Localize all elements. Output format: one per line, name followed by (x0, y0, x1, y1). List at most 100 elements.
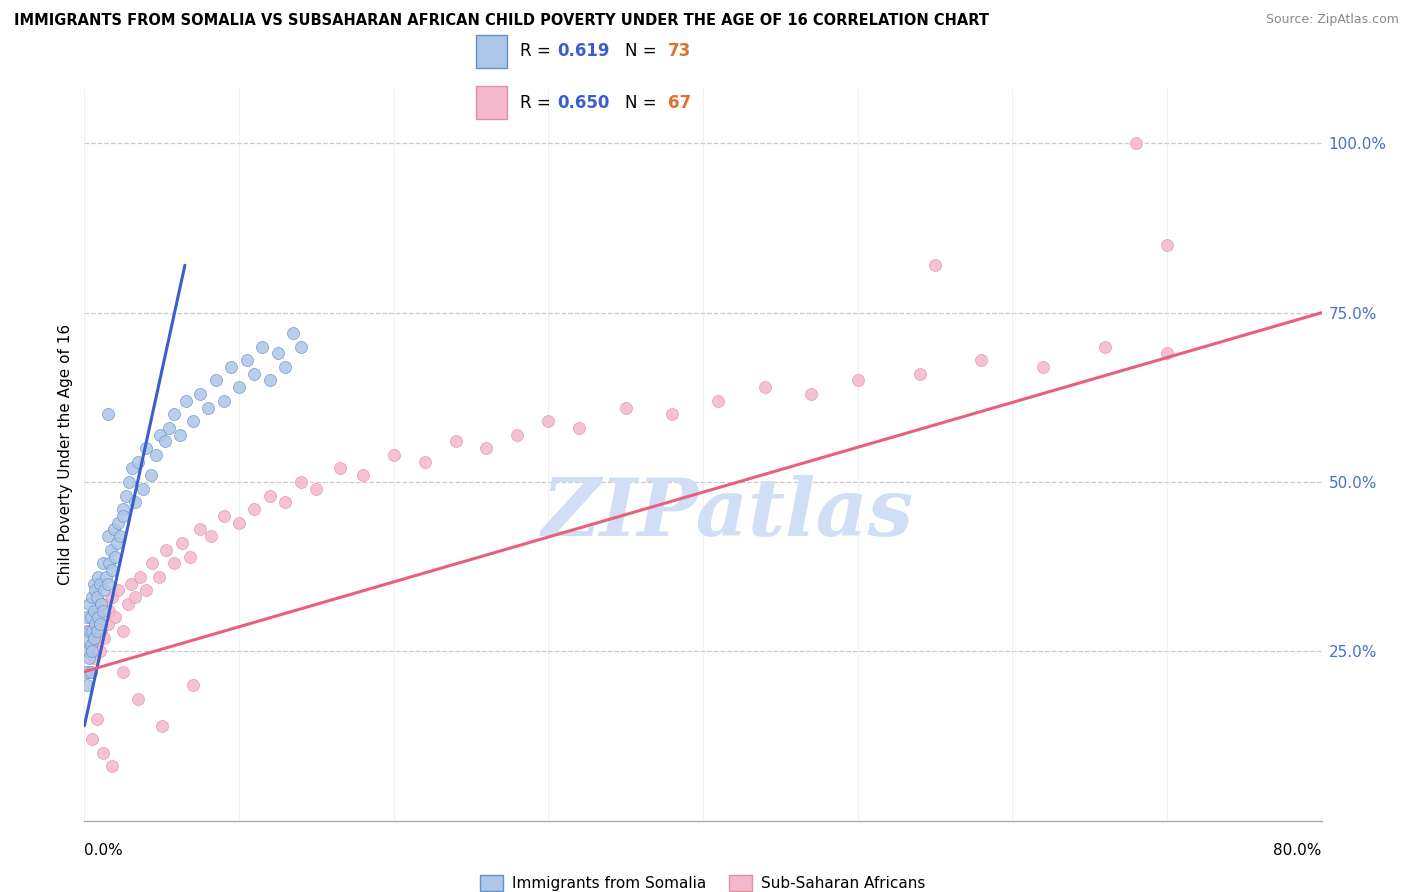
Point (112, 508, 135, 523)
Point (121, 461, 143, 475)
Point (150, 719, 173, 733)
Point (1156, 346, 1178, 360)
Point (188, 387, 211, 401)
Point (328, 461, 352, 475)
Point (82, 624, 104, 638)
Point (243, 502, 266, 516)
Point (970, 353, 993, 368)
Point (413, 455, 436, 469)
Point (141, 556, 163, 570)
Point (93, 583, 115, 598)
Point (197, 401, 219, 415)
Text: IMMIGRANTS FROM SOMALIA VS SUBSAHARAN AFRICAN CHILD POVERTY UNDER THE AGE OF 16 : IMMIGRANTS FROM SOMALIA VS SUBSAHARAN AF… (14, 13, 988, 29)
Point (169, 427, 191, 442)
Point (75, 644, 97, 658)
Point (96, 529, 118, 543)
Point (96, 407, 118, 421)
Point (155, 542, 177, 557)
Point (108, 529, 131, 543)
Point (135, 583, 157, 598)
Point (228, 516, 250, 530)
Point (83, 604, 105, 618)
Point (281, 326, 305, 340)
Point (83, 631, 105, 645)
Point (77, 651, 100, 665)
Text: R =: R = (520, 94, 555, 112)
Legend: Immigrants from Somalia, Sub-Saharan Africans: Immigrants from Somalia, Sub-Saharan Afr… (474, 869, 932, 892)
Point (1032, 359, 1054, 374)
Point (101, 590, 124, 604)
Point (77, 624, 100, 638)
Point (87, 570, 110, 584)
Point (267, 346, 290, 360)
Text: 0.619: 0.619 (557, 43, 609, 61)
Point (163, 556, 186, 570)
Point (908, 367, 931, 381)
Point (145, 448, 167, 462)
Point (568, 421, 591, 435)
Point (274, 359, 297, 374)
Point (153, 434, 176, 449)
Point (89, 617, 111, 632)
Point (115, 489, 138, 503)
Point (82, 644, 104, 658)
Point (94, 570, 117, 584)
Point (305, 482, 328, 496)
Point (149, 427, 172, 442)
Point (124, 495, 146, 509)
Point (139, 468, 162, 483)
Point (107, 516, 129, 530)
FancyBboxPatch shape (477, 35, 508, 68)
Point (614, 401, 637, 415)
Point (352, 468, 374, 483)
Point (181, 678, 204, 692)
Point (124, 590, 146, 604)
Point (96, 576, 118, 591)
Point (75, 631, 97, 645)
Point (707, 393, 730, 408)
Point (107, 583, 129, 598)
Point (79, 638, 101, 652)
FancyBboxPatch shape (477, 87, 508, 119)
Point (228, 380, 250, 394)
Point (91, 604, 114, 618)
Text: Source: ZipAtlas.com: Source: ZipAtlas.com (1265, 13, 1399, 27)
Point (118, 475, 141, 489)
Point (87, 604, 110, 618)
Point (290, 475, 312, 489)
Point (86, 712, 108, 726)
Point (76, 644, 98, 658)
Point (112, 665, 135, 679)
Point (212, 393, 235, 408)
Point (200, 529, 222, 543)
Point (89, 576, 111, 591)
Point (75, 665, 97, 679)
Point (148, 570, 170, 584)
Point (661, 407, 683, 421)
Point (212, 508, 235, 523)
Point (176, 393, 198, 408)
Point (800, 387, 823, 401)
Point (93, 631, 115, 645)
Point (382, 448, 405, 462)
Point (91, 556, 114, 570)
Point (290, 340, 312, 354)
Point (846, 373, 869, 387)
Point (163, 407, 186, 421)
Point (76, 678, 98, 692)
Text: N =: N = (624, 43, 662, 61)
Point (537, 414, 560, 428)
Point (104, 610, 127, 624)
Point (181, 414, 204, 428)
Point (112, 624, 135, 638)
Point (82, 590, 104, 604)
Point (506, 427, 529, 442)
Point (274, 495, 297, 509)
Point (250, 340, 273, 354)
Text: 0.650: 0.650 (557, 94, 609, 112)
Point (77, 665, 100, 679)
Text: 80.0%: 80.0% (1274, 843, 1322, 858)
Text: N =: N = (624, 94, 662, 112)
Point (259, 489, 281, 503)
Point (117, 597, 139, 611)
